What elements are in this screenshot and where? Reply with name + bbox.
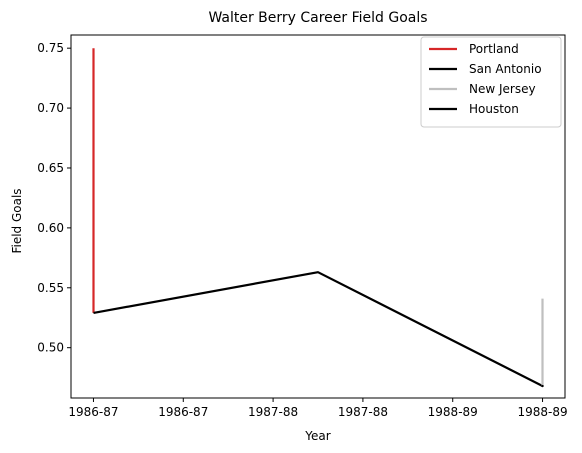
legend-box bbox=[420, 36, 562, 128]
x-tick-label: 1986-87 bbox=[158, 405, 208, 419]
legend-label-san-antonio: San Antonio bbox=[469, 62, 542, 76]
x-axis-label: Year bbox=[304, 429, 330, 443]
legend-label-houston: Houston bbox=[469, 102, 519, 116]
x-tick-label: 1987-88 bbox=[248, 405, 298, 419]
y-tick-label: 0.75 bbox=[37, 41, 64, 55]
y-tick-label: 0.65 bbox=[37, 161, 64, 175]
plot-area: 0.50 0.55 0.60 0.65 0.70 0.75 1986-87 1986-87 19… bbox=[37, 34, 568, 419]
chart-title: Walter Berry Career Field Goals bbox=[208, 10, 427, 26]
y-tick-label: 0.55 bbox=[37, 281, 64, 295]
legend-label-new-jersey: New Jersey bbox=[469, 82, 536, 96]
x-tick-label: 1986-87 bbox=[68, 405, 118, 419]
plot-frame bbox=[70, 34, 566, 399]
series-line-san-antonio bbox=[93, 271, 543, 387]
legend: Portland San Antonio New Jersey Houston bbox=[420, 36, 562, 128]
x-tick-label: 1987-88 bbox=[338, 405, 388, 419]
legend-label-portland: Portland bbox=[469, 42, 519, 56]
x-tick-label: 1988-89 bbox=[428, 405, 478, 419]
series-point-houston bbox=[541, 384, 544, 388]
y-tick-label: 0.70 bbox=[37, 101, 64, 115]
y-tick-label: 0.50 bbox=[37, 341, 64, 355]
y-axis-label: Field Goals bbox=[10, 188, 24, 253]
y-tick-label: 0.60 bbox=[37, 221, 64, 235]
x-tick-label: 1988-89 bbox=[517, 405, 567, 419]
